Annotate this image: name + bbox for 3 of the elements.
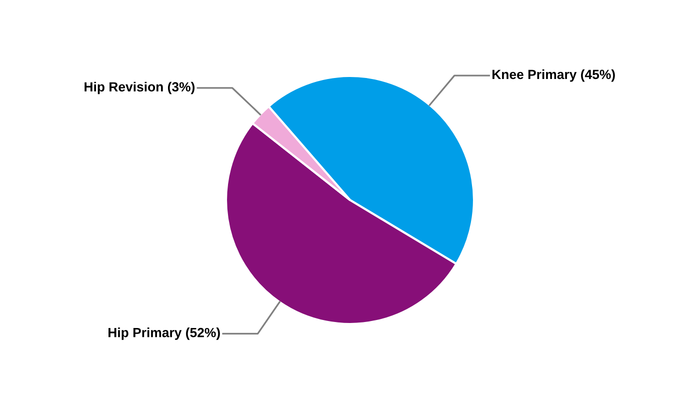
slice-label: Knee Primary (45%) (492, 69, 615, 82)
slice-label: Hip Revision (3%) (84, 82, 195, 94)
slice-label: Hip Primary (52%) (108, 328, 220, 340)
